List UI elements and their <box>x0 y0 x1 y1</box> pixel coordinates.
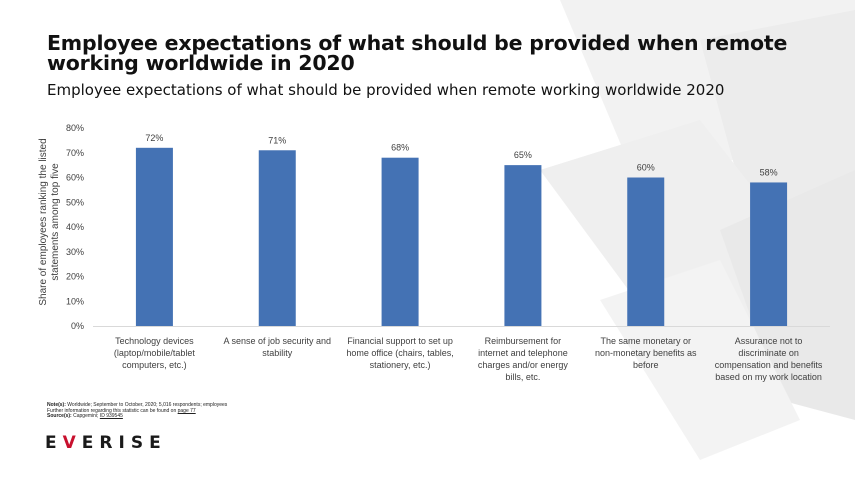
bar <box>381 157 419 326</box>
logo-part-2: ERISE <box>81 433 167 453</box>
data-label: 58% <box>760 167 778 177</box>
x-tick-label: Financial support to set up home office (… <box>346 336 453 370</box>
y-tick-label: 10% <box>66 296 84 306</box>
chart-subtitle: Employee expectations of what should be … <box>47 81 725 99</box>
x-tick-label: Assurance not to discriminate on compensat… <box>715 336 823 382</box>
y-tick-label: 50% <box>66 197 84 207</box>
logo-part-1: E <box>45 433 63 453</box>
everise-logo: EVERISE <box>45 433 167 453</box>
source-label: Source(s): <box>47 413 72 420</box>
footnotes: Note(s): Worldwide; September to October… <box>47 402 228 420</box>
bar <box>258 150 296 326</box>
further-info-text: Further information regarding this stati… <box>47 407 178 414</box>
y-tick-label: 70% <box>66 148 84 158</box>
x-tick-label: A sense of job security and stability <box>223 336 331 358</box>
further-info-line: Further information regarding this stati… <box>47 407 227 415</box>
x-tick-label: The same monetary or non-monetary benefit… <box>595 336 697 370</box>
y-tick-label: 20% <box>66 272 84 282</box>
data-label: 65% <box>514 150 532 160</box>
bar <box>504 165 542 326</box>
y-axis-label: Share of employees ranking the listedsta… <box>38 138 61 305</box>
x-tick-label: Technology devices (laptop/mobile/tablet c… <box>114 336 196 370</box>
note-label: Note(s): <box>47 402 66 408</box>
logo-accent-letter: V <box>62 433 82 453</box>
source-id-link[interactable]: ID 939545 <box>99 413 123 420</box>
y-tick-label: 30% <box>66 247 84 257</box>
bar <box>750 182 788 326</box>
bar <box>627 177 665 326</box>
y-tick-label: 0% <box>71 321 84 331</box>
data-label: 60% <box>637 163 655 173</box>
note-text: Worldwide; September to October, 2020; 5… <box>65 402 228 408</box>
further-info-link[interactable]: page 77 <box>177 407 196 414</box>
x-tick-label: Reimbursement for internet and telephone c… <box>478 336 569 382</box>
source-text: Capgemini; <box>71 413 100 420</box>
y-tick-label: 40% <box>66 222 84 232</box>
note-line: Note(s): Worldwide; September to October… <box>47 402 228 409</box>
y-tick-label: 80% <box>66 123 84 133</box>
source-line: Source(s): Capgemini; ID 939545 <box>47 413 227 420</box>
chart-title: Employee expectations of what should be … <box>47 31 788 75</box>
data-label: 72% <box>145 133 163 143</box>
bar <box>135 147 173 326</box>
data-label: 71% <box>268 135 286 145</box>
y-tick-label: 60% <box>66 173 84 183</box>
data-label: 68% <box>391 143 409 153</box>
